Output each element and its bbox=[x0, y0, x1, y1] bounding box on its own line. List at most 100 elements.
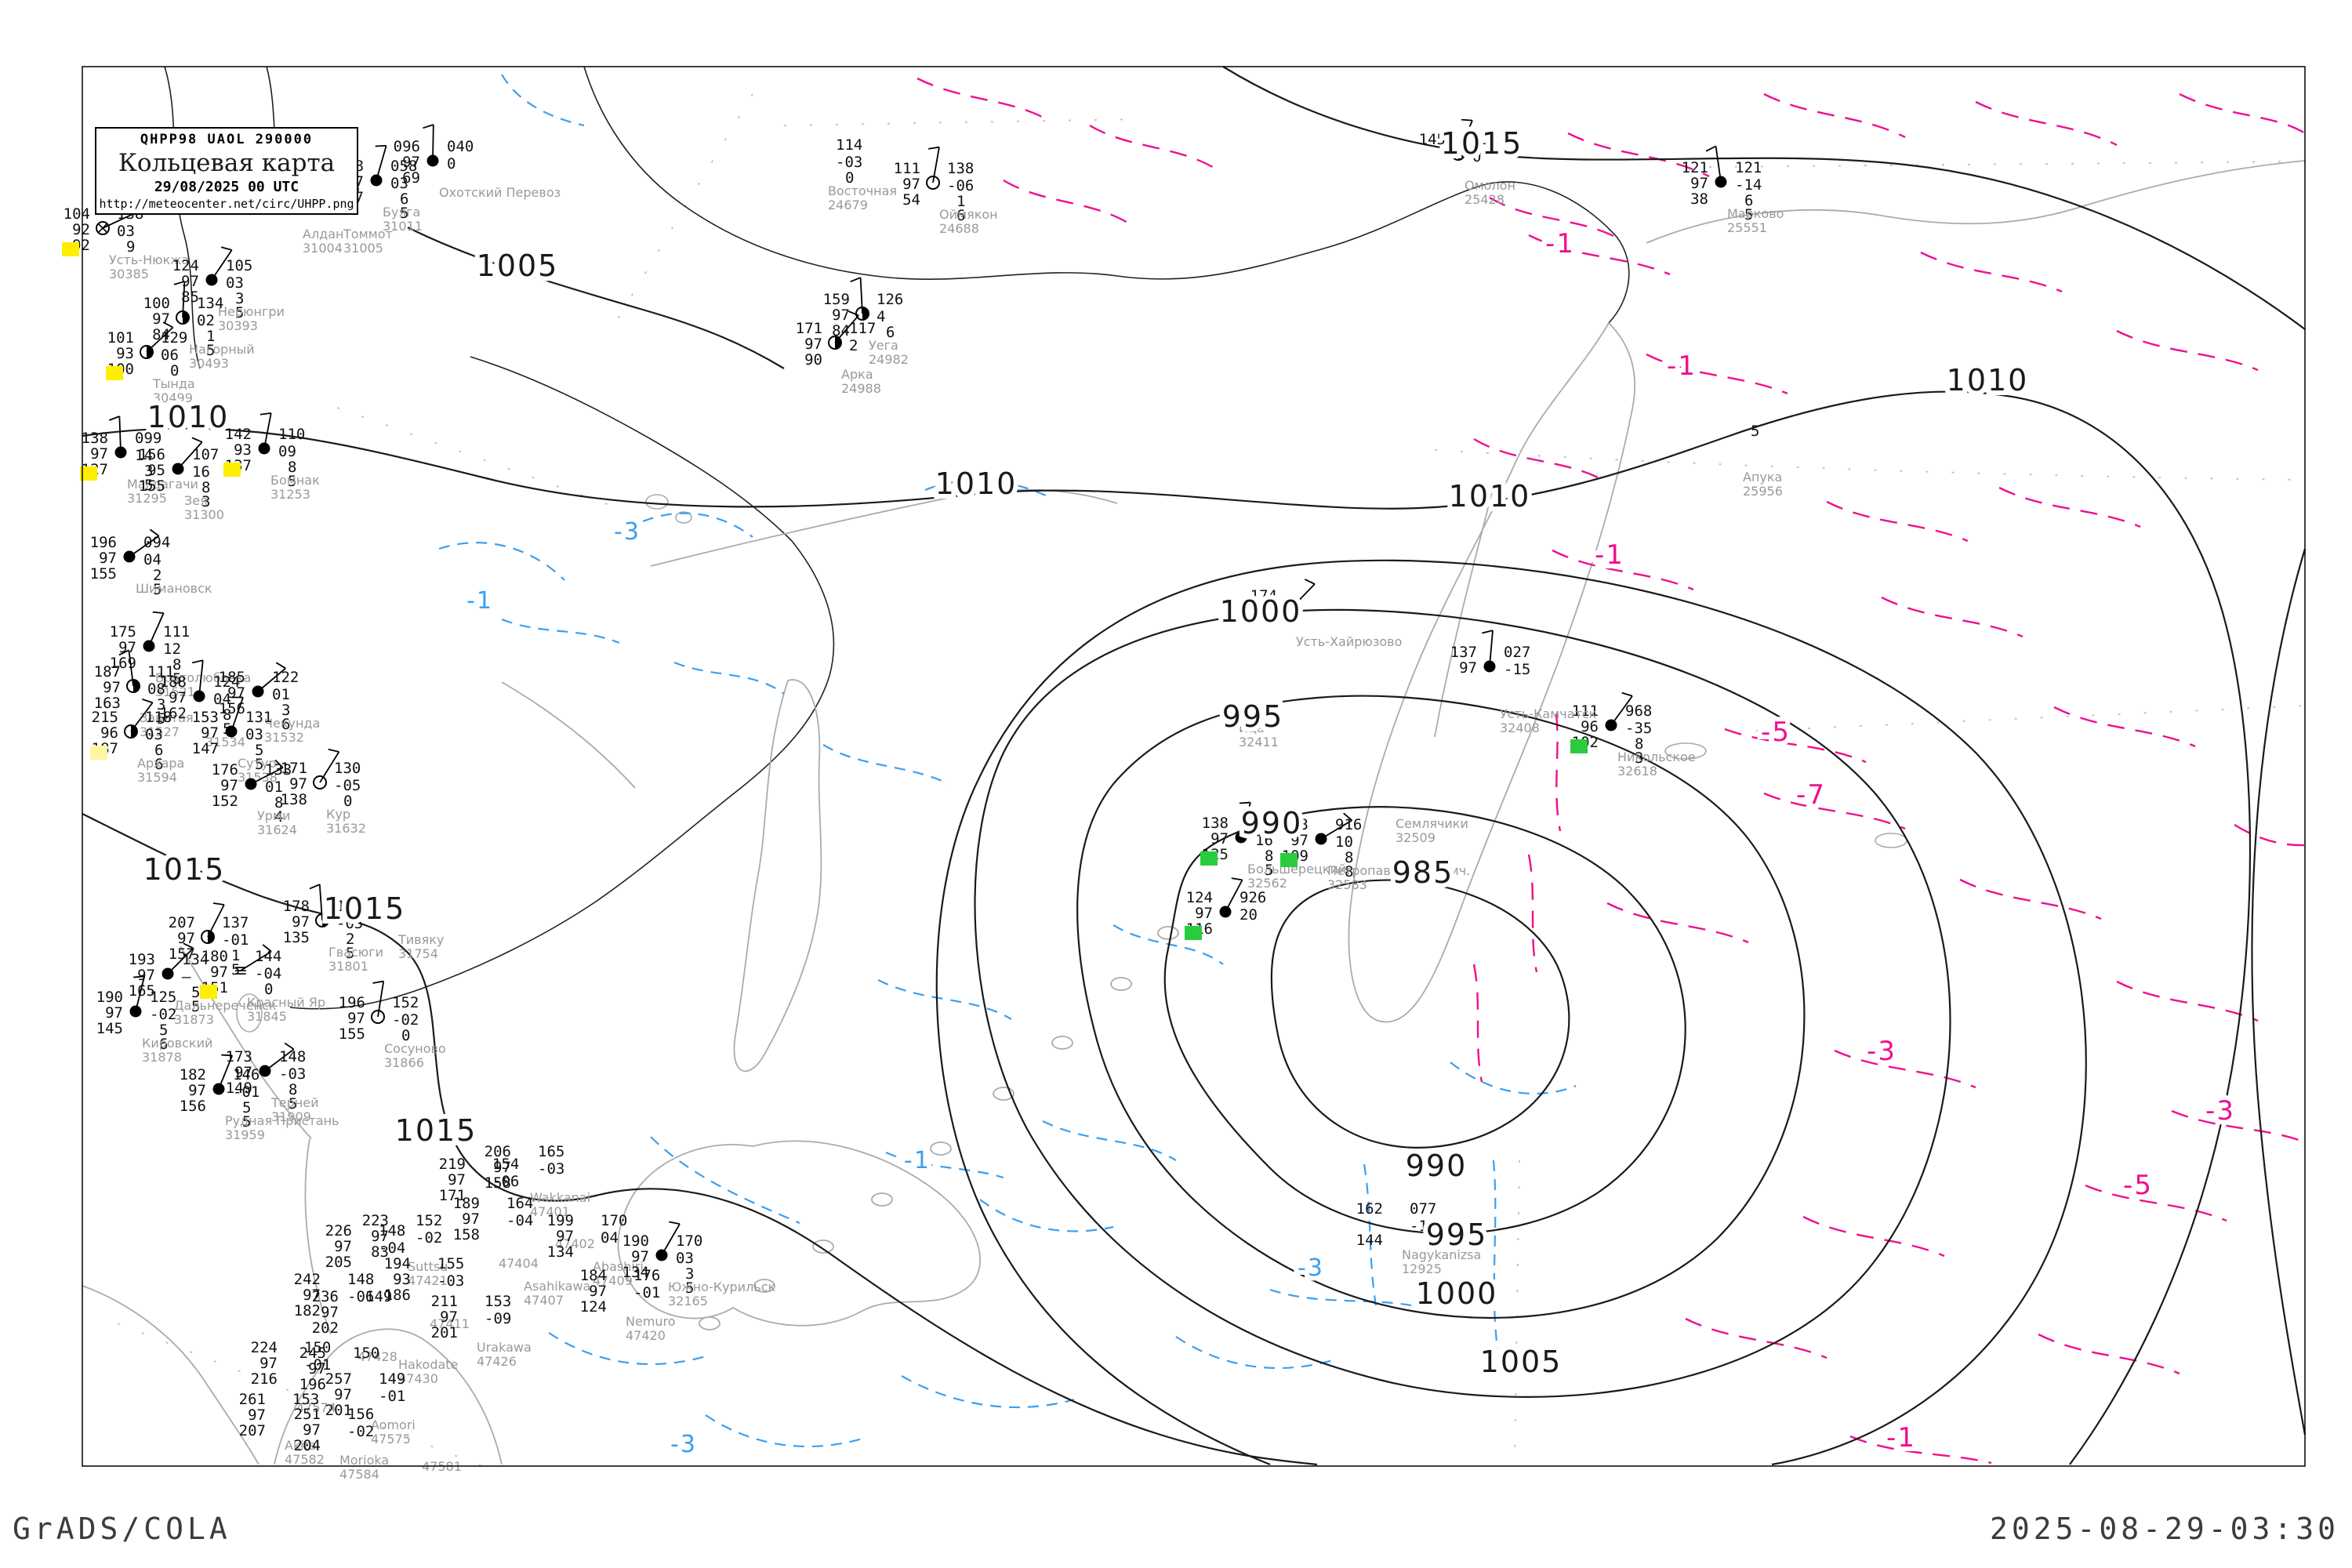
svg-text:1000: 1000 bbox=[1220, 594, 1302, 629]
svg-text:-02: -02 bbox=[347, 1423, 374, 1440]
svg-text:04: 04 bbox=[601, 1229, 619, 1247]
svg-text:158: 158 bbox=[485, 1174, 511, 1192]
svg-text:5: 5 bbox=[144, 477, 153, 494]
map-url: http://meteocenter.net/circ/UHPP.png bbox=[99, 196, 354, 211]
svg-text:148: 148 bbox=[347, 1271, 374, 1288]
svg-text:Aomori: Aomori bbox=[371, 1417, 416, 1432]
svg-text:Нагорный: Нагорный bbox=[189, 342, 255, 357]
svg-text:47584: 47584 bbox=[339, 1467, 379, 1482]
svg-text:125: 125 bbox=[150, 989, 176, 1006]
svg-text:205: 205 bbox=[325, 1254, 352, 1271]
svg-text:153: 153 bbox=[485, 1293, 511, 1310]
svg-text:31878: 31878 bbox=[142, 1050, 182, 1065]
svg-text:027: 027 bbox=[1504, 644, 1530, 661]
svg-text:5: 5 bbox=[1265, 862, 1273, 879]
svg-text:121: 121 bbox=[1682, 159, 1708, 176]
svg-text:990: 990 bbox=[1406, 1149, 1468, 1183]
svg-text:93: 93 bbox=[116, 345, 134, 362]
svg-text:8: 8 bbox=[172, 656, 181, 673]
svg-text:Чекунда: Чекунда bbox=[264, 716, 320, 731]
svg-text:3: 3 bbox=[144, 463, 153, 480]
svg-text:134: 134 bbox=[547, 1243, 574, 1261]
svg-text:31624: 31624 bbox=[257, 822, 297, 837]
svg-text:916: 916 bbox=[1335, 816, 1362, 833]
svg-text:219: 219 bbox=[439, 1156, 466, 1173]
svg-text:32411: 32411 bbox=[1239, 735, 1279, 750]
svg-text:6: 6 bbox=[159, 1036, 168, 1053]
svg-text:1010: 1010 bbox=[935, 466, 1018, 501]
svg-text:32165: 32165 bbox=[668, 1294, 708, 1308]
svg-text:30385: 30385 bbox=[109, 267, 149, 281]
svg-text:-1: -1 bbox=[1886, 1422, 1916, 1454]
svg-text:176: 176 bbox=[633, 1267, 660, 1284]
svg-text:0: 0 bbox=[264, 981, 273, 998]
svg-text:97: 97 bbox=[90, 445, 108, 463]
svg-text:97: 97 bbox=[462, 1210, 480, 1228]
svg-text:03: 03 bbox=[117, 223, 135, 240]
svg-text:97: 97 bbox=[371, 1228, 389, 1245]
svg-text:31005: 31005 bbox=[343, 241, 383, 256]
svg-text:6: 6 bbox=[1744, 192, 1753, 209]
svg-text:149: 149 bbox=[379, 1370, 405, 1388]
svg-text:Сосуново: Сосуново bbox=[384, 1041, 446, 1056]
svg-text:Nagykanizsa: Nagykanizsa bbox=[1402, 1247, 1481, 1262]
svg-text:926: 926 bbox=[1240, 889, 1266, 906]
svg-text:-06: -06 bbox=[947, 177, 974, 194]
svg-text:-01: -01 bbox=[233, 1083, 260, 1101]
svg-text:138: 138 bbox=[82, 430, 108, 447]
svg-text:157: 157 bbox=[169, 946, 195, 963]
svg-text:101: 101 bbox=[107, 329, 134, 347]
svg-text:111: 111 bbox=[163, 623, 190, 641]
svg-text:30493: 30493 bbox=[189, 356, 229, 371]
svg-text:-01: -01 bbox=[304, 1356, 331, 1374]
svg-text:-03: -03 bbox=[437, 1272, 464, 1290]
svg-text:5: 5 bbox=[1751, 423, 1759, 440]
svg-text:47428: 47428 bbox=[358, 1349, 397, 1364]
svg-text:199: 199 bbox=[547, 1212, 574, 1229]
svg-text:Усть-Камчатск: Усть-Камчатск bbox=[1500, 706, 1597, 721]
svg-text:165: 165 bbox=[129, 982, 155, 1000]
svg-text:85: 85 bbox=[181, 289, 199, 306]
svg-text:133: 133 bbox=[265, 761, 292, 779]
svg-text:97: 97 bbox=[103, 679, 121, 696]
svg-text:97: 97 bbox=[220, 777, 238, 794]
svg-text:-3: -3 bbox=[614, 518, 641, 546]
svg-text:-05: -05 bbox=[334, 777, 361, 794]
svg-text:47402: 47402 bbox=[555, 1236, 595, 1251]
svg-text:-04: -04 bbox=[255, 965, 281, 982]
svg-text:Буяга: Буяга bbox=[383, 205, 420, 220]
svg-text:97: 97 bbox=[181, 273, 199, 290]
svg-text:165: 165 bbox=[538, 1143, 564, 1160]
svg-text:8: 8 bbox=[201, 479, 210, 496]
svg-text:5: 5 bbox=[400, 205, 408, 222]
svg-text:Братолюбовка: Братолюбовка bbox=[155, 670, 251, 685]
svg-text:-1: -1 bbox=[904, 1147, 931, 1174]
svg-text:5: 5 bbox=[242, 1113, 251, 1131]
svg-text:30393: 30393 bbox=[218, 318, 258, 333]
svg-text:6: 6 bbox=[956, 207, 965, 224]
svg-text:Томмот: Томмот bbox=[343, 227, 393, 241]
svg-text:124: 124 bbox=[213, 673, 240, 691]
svg-text:-35: -35 bbox=[1625, 720, 1652, 737]
svg-text:31521: 31521 bbox=[155, 684, 195, 699]
svg-text:995: 995 bbox=[1426, 1218, 1488, 1252]
svg-text:02: 02 bbox=[197, 312, 215, 329]
svg-text:129: 129 bbox=[161, 329, 187, 347]
svg-text:159: 159 bbox=[823, 291, 850, 308]
svg-text:154: 154 bbox=[492, 1156, 519, 1173]
svg-text:Терней: Терней bbox=[270, 1095, 318, 1110]
svg-text:6: 6 bbox=[886, 324, 895, 341]
svg-text:Семлячики: Семлячики bbox=[1396, 816, 1468, 831]
svg-text:47430: 47430 bbox=[398, 1371, 438, 1386]
svg-text:968: 968 bbox=[1625, 702, 1652, 720]
svg-text:-01: -01 bbox=[633, 1284, 660, 1301]
